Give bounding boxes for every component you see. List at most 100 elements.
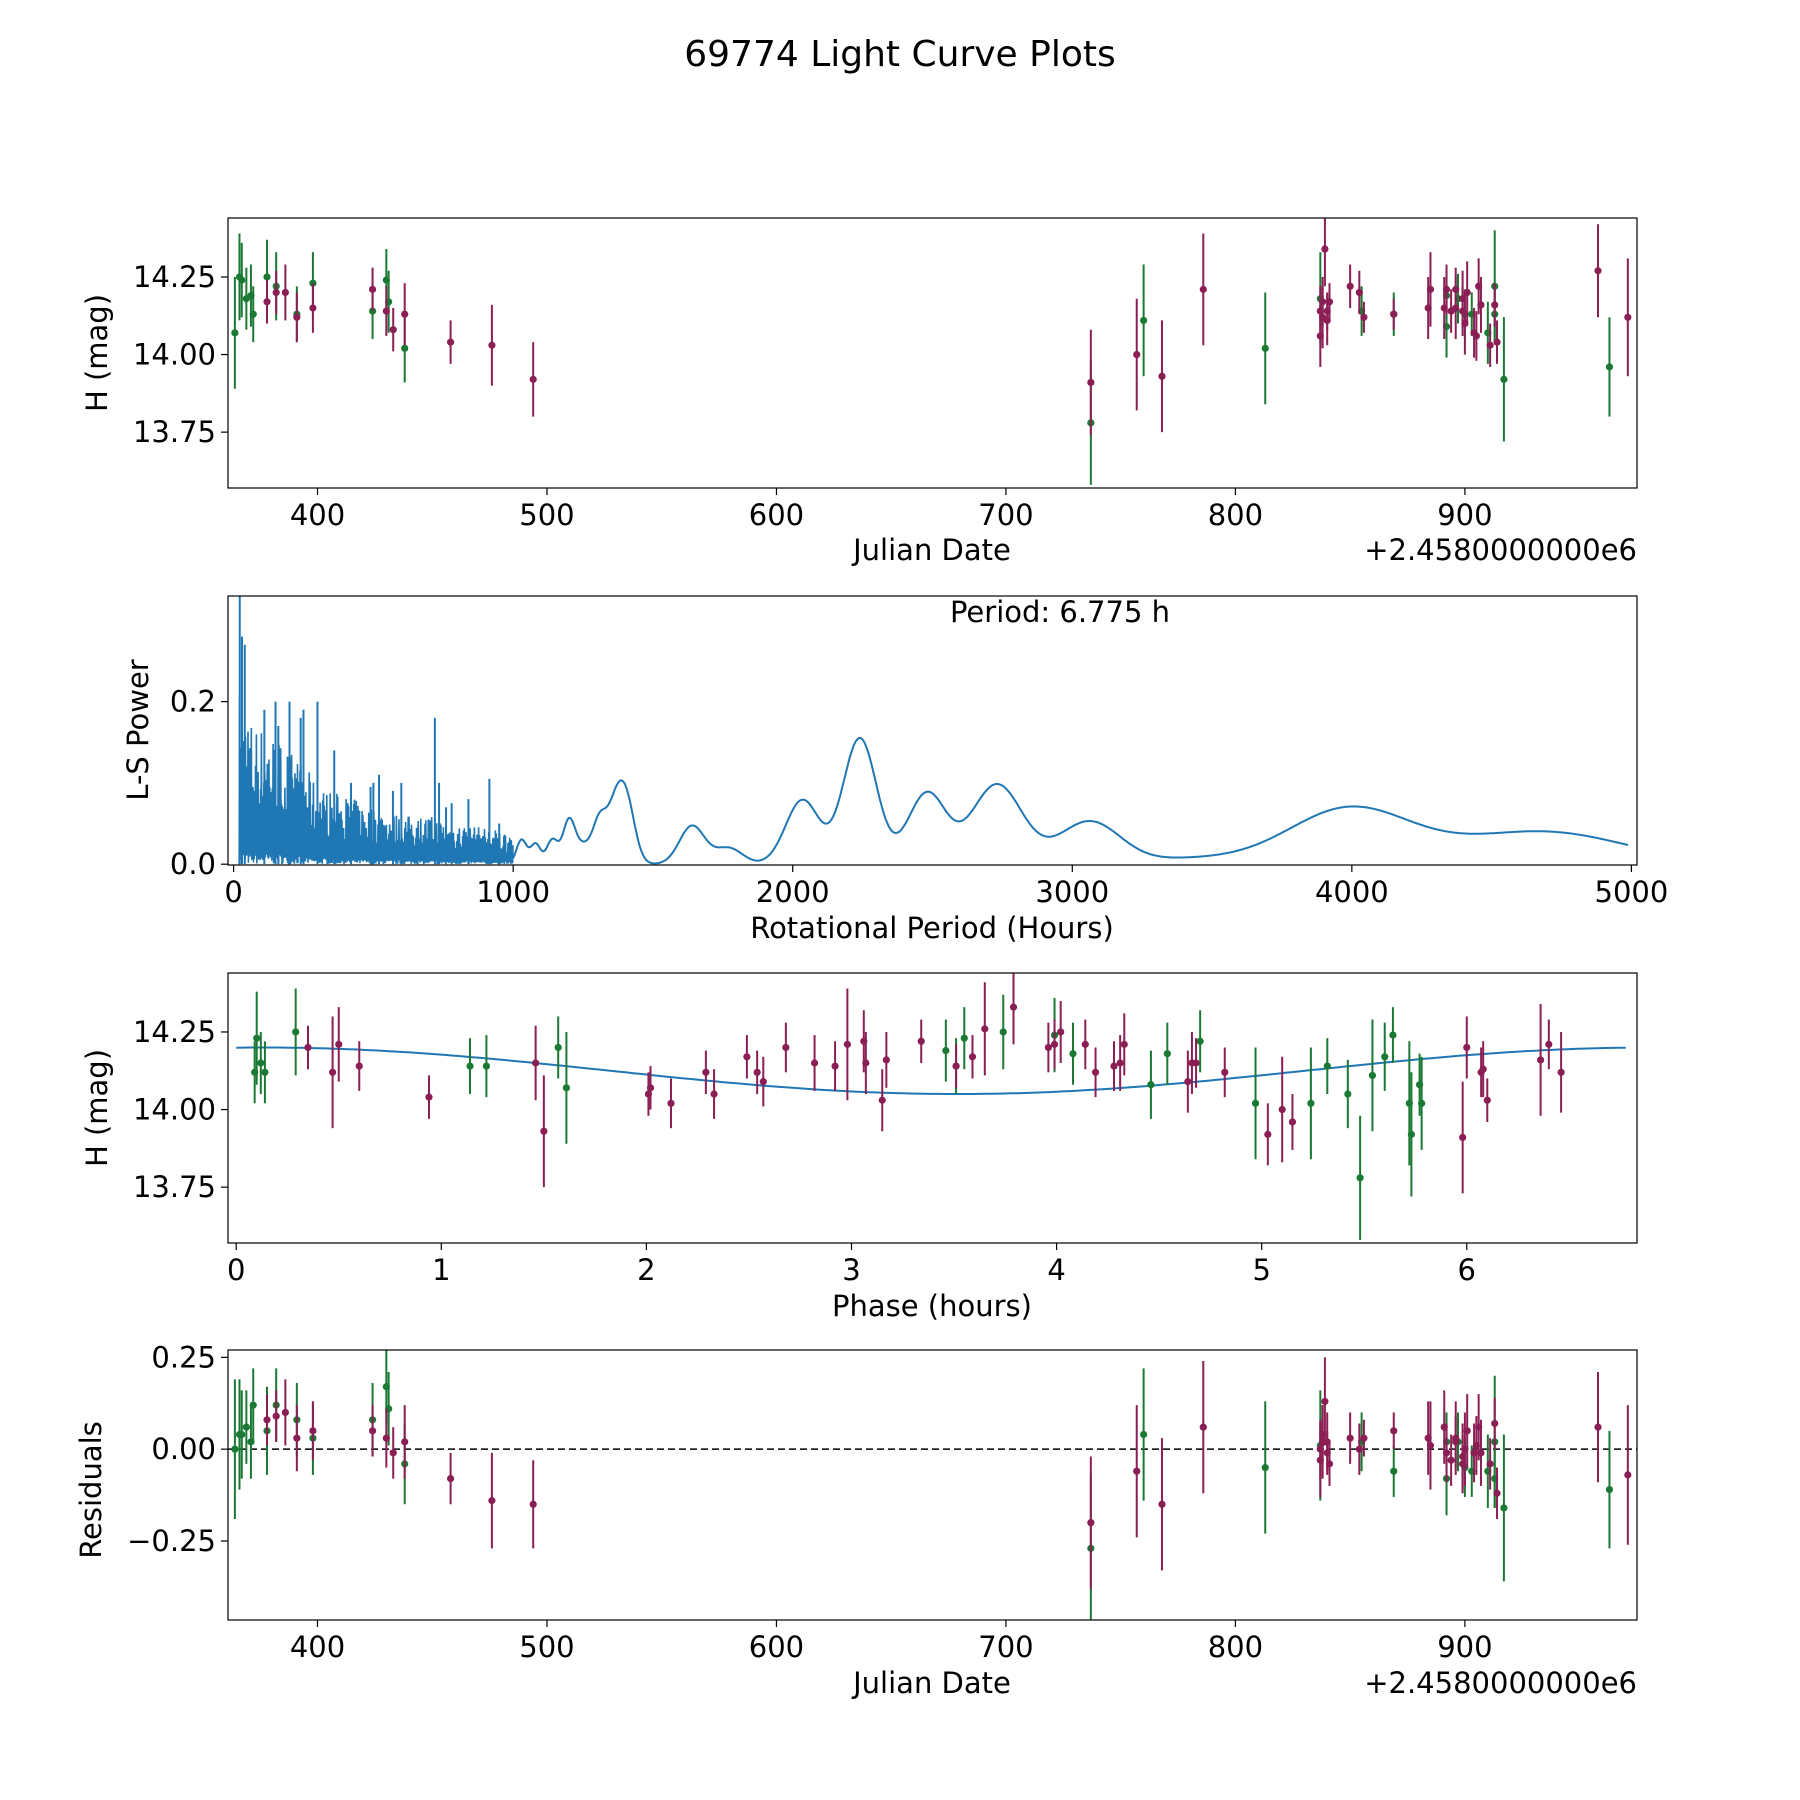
phased-curve-point-magenta [1120,1040,1128,1048]
residuals-point-green [238,1430,246,1439]
phased-curve-point-green [1344,1090,1352,1098]
phased-curve-point-magenta [981,1025,989,1033]
phased-curve-point-magenta [1057,1028,1065,1036]
residuals-xtick-label: 500 [519,1630,574,1664]
light-curve-point-magenta [1319,298,1327,306]
residuals-panel: 400 500 600 700 800 900 −0.25 0.00 0.25 Julian D… [74,1340,1638,1700]
residuals-point-magenta [1199,1423,1207,1431]
residuals-point-magenta [1463,1427,1471,1435]
light-curve-marks [231,218,1632,485]
phased-curve-point-magenta [710,1090,718,1098]
phased-curve-xtick-label: 1 [432,1253,450,1287]
light-curve-point-magenta [309,304,317,312]
residuals-point-magenta [446,1474,455,1483]
phased-curve-point-magenta [328,1068,337,1076]
residuals-point-magenta [272,1412,280,1420]
phased-curve-point-magenta [1050,1040,1059,1048]
light-curve-point-magenta [1477,301,1485,309]
light-curve-point-green [1140,316,1148,325]
light-curve-point-magenta [1087,378,1095,387]
periodogram-xtick-label: 4000 [1315,875,1389,909]
light-curve-point-green [249,310,257,318]
phased-curve-ylabel: H (mag) [80,1049,114,1167]
light-curve-point-magenta [1325,298,1334,306]
phased-curve-fit-curve [236,1046,1626,1095]
light-curve-ytick-label: 13.75 [133,415,216,449]
residuals-point-magenta [263,1416,271,1424]
residuals-point-magenta [1158,1500,1166,1508]
residuals-point-magenta [1486,1460,1494,1468]
phased-curve-ytick-label: 14.00 [133,1093,216,1127]
phased-curve-point-magenta [335,1040,343,1048]
light-curve-xtick-label: 800 [1208,498,1263,532]
light-curve-point-magenta [1452,304,1460,312]
phased-curve-point-magenta [1288,1118,1297,1126]
residuals-point-magenta [1355,1445,1363,1453]
light-curve-point-magenta [1493,338,1501,346]
phased-curve-point-magenta [304,1043,312,1052]
residuals-point-magenta [1493,1489,1501,1497]
residuals-point-magenta [1346,1434,1354,1442]
residuals-offset-text: +2.4580000000e6 [1364,1666,1637,1700]
light-curve-point-magenta [272,288,280,297]
light-curve-point-magenta [389,326,397,334]
light-curve-point-magenta [1491,301,1499,309]
phased-curve-point-green [1407,1130,1415,1138]
phased-curve-frame [227,972,1638,1244]
periodogram-xtick-label: 5000 [1595,875,1669,909]
phased-curve-ytick-label: 14.25 [133,1015,216,1049]
phased-curve-point-magenta [1459,1133,1467,1142]
phased-curve-ticks: 0 1 2 3 4 5 6 13.75 14.00 14.25 [133,1015,1476,1287]
residuals-point-green [1140,1430,1148,1439]
phased-curve-point-green [1389,1031,1397,1039]
phased-curve-point-magenta [952,1062,960,1070]
phased-curve-point-green [1069,1050,1077,1058]
light-curve-point-magenta [1133,350,1141,359]
light-curve-point-magenta [1594,267,1602,275]
phased-curve-point-magenta [1537,1056,1545,1064]
residuals-point-magenta [1426,1441,1435,1450]
residuals-point-magenta [1491,1419,1499,1428]
phased-curve-point-magenta [831,1062,839,1070]
light-curve-point-magenta [263,298,271,306]
periodogram-xlabel: Rotational Period (Hours) [750,911,1114,945]
phased-curve-xtick-label: 3 [842,1253,860,1287]
residuals-point-magenta [1442,1449,1451,1457]
period-annotation: Period: 6.775 h [950,595,1170,629]
phased-curve-point-green [554,1043,562,1052]
residuals-point-magenta [309,1427,317,1435]
residuals-point-magenta [1477,1449,1485,1457]
phased-curve-point-green [942,1046,950,1055]
light-curve-point-magenta [1158,372,1166,380]
residuals-point-magenta [1594,1423,1602,1431]
phased-curve-point-green [1251,1099,1260,1107]
residuals-point-magenta [368,1427,377,1435]
periodogram-xtick-label: 1000 [476,875,550,909]
figure-title: 69774 Light Curve Plots [684,34,1116,75]
periodogram-xtick-label: 0 [224,875,242,909]
phased-curve-point-magenta [1545,1040,1553,1048]
phased-curve-point-green [1147,1081,1155,1089]
phased-curve-point-green [257,1059,265,1067]
residuals-ytick-label: 0.25 [151,1340,216,1374]
light-curve-xtick-label: 500 [519,498,574,532]
residuals-point-magenta [1087,1519,1095,1527]
residuals-point-magenta [293,1434,301,1442]
phased-curve-point-magenta [968,1053,977,1061]
light-curve-xtick-label: 400 [290,498,345,532]
phased-curve-point-magenta [1110,1062,1118,1070]
light-curve-point-magenta [1472,332,1480,340]
phased-curve-point-magenta [702,1068,710,1076]
light-curve-point-green [1261,344,1269,352]
phased-curve-point-magenta [1278,1105,1286,1114]
light-curve-point-green [238,276,246,284]
residuals-marks [228,1350,1637,1620]
phased-curve-point-magenta [743,1053,751,1061]
phased-curve-point-green [562,1084,571,1092]
phased-curve-point-green [253,1034,261,1042]
light-curve-point-green [263,273,271,281]
phased-curve-point-green [960,1034,968,1042]
residuals-xtick-label: 400 [290,1630,345,1664]
light-curve-point-magenta [401,310,409,318]
light-curve-ylabel: H (mag) [80,294,114,412]
